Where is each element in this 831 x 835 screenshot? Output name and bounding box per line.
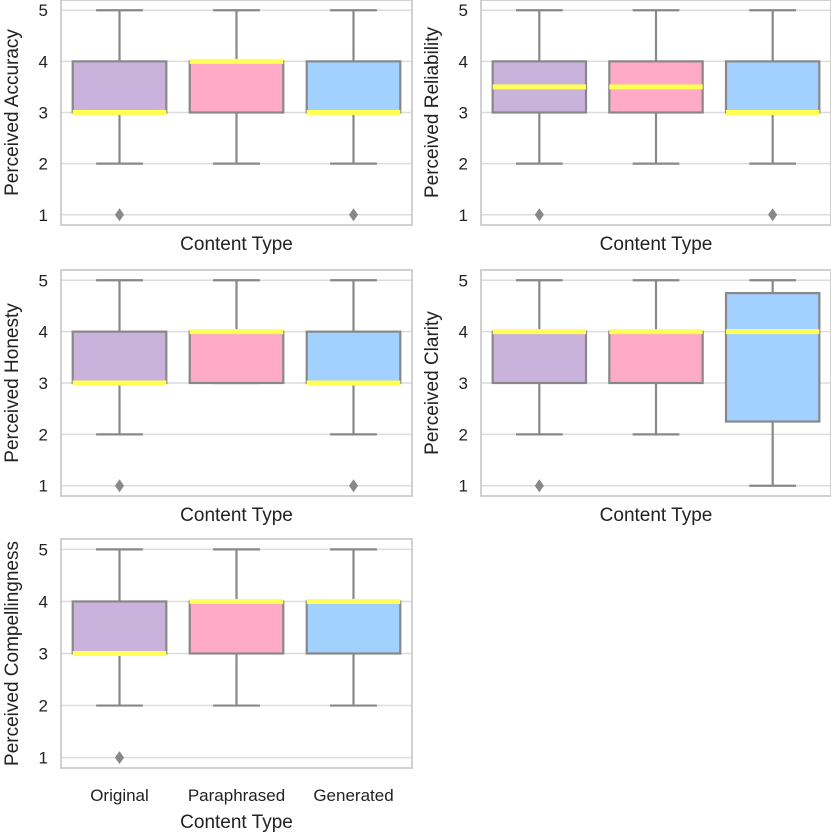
y-tick-label: 5 bbox=[459, 271, 468, 290]
box-iqr bbox=[71, 330, 168, 385]
box-generated bbox=[305, 548, 402, 707]
y-tick-label: 5 bbox=[39, 1, 48, 20]
y-tick-label: 5 bbox=[459, 1, 468, 20]
box-paraphrased bbox=[608, 9, 704, 165]
axes-frame bbox=[480, 269, 831, 497]
box-iqr bbox=[491, 330, 588, 385]
y-tick-label: 3 bbox=[39, 104, 48, 123]
box-iqr bbox=[305, 600, 402, 655]
box-original bbox=[491, 279, 588, 493]
y-axis-label: Perceived Honesty bbox=[2, 303, 23, 463]
outlier-marker bbox=[348, 208, 359, 222]
y-tick-label: 3 bbox=[459, 374, 468, 393]
box-iqr bbox=[724, 60, 821, 114]
axes-frame bbox=[60, 269, 413, 497]
box-iqr bbox=[71, 60, 168, 114]
axes-frame bbox=[60, 0, 413, 226]
x-axis-label: Content Type bbox=[180, 812, 293, 833]
y-tick-label: 4 bbox=[39, 323, 48, 342]
axes-frame bbox=[480, 0, 831, 226]
box-original bbox=[71, 279, 168, 493]
panel-2: 1 2 3 4 5 Perceived Reliability Content Type bbox=[422, 0, 831, 255]
y-tick-label: 5 bbox=[39, 271, 48, 290]
box-paraphrased bbox=[188, 279, 285, 385]
x-axis-label: Content Type bbox=[180, 505, 293, 526]
y-tick-label: 1 bbox=[39, 206, 48, 225]
y-tick-label: 5 bbox=[39, 540, 48, 559]
y-tick-label: 2 bbox=[39, 155, 48, 174]
outlier-marker bbox=[534, 208, 544, 222]
y-tick-label: 2 bbox=[459, 155, 468, 174]
outlier-marker bbox=[114, 479, 125, 493]
x-axis-label: Content Type bbox=[600, 234, 713, 255]
y-tick-label: 1 bbox=[459, 477, 468, 496]
box-generated bbox=[724, 279, 821, 487]
box-iqr bbox=[188, 330, 285, 385]
x-tick-label: Generated bbox=[313, 786, 393, 805]
axes-frame bbox=[60, 538, 413, 769]
y-tick-label: 2 bbox=[459, 425, 468, 444]
box-paraphrased bbox=[188, 548, 285, 707]
box-iqr bbox=[724, 292, 821, 423]
y-tick-label: 3 bbox=[459, 104, 468, 123]
box-generated bbox=[305, 9, 402, 222]
y-tick-label: 1 bbox=[39, 477, 48, 496]
panel-1: 1 2 3 4 5 Perceived Accuracy Content Type bbox=[2, 0, 413, 255]
y-axis-label: Perceived Reliability bbox=[422, 26, 443, 198]
y-tick-label: 2 bbox=[39, 425, 48, 444]
y-axis-label: Perceived Compellingness bbox=[2, 541, 23, 766]
box-paraphrased bbox=[188, 9, 285, 165]
x-tick-label: Original bbox=[90, 786, 149, 805]
y-tick-label: 4 bbox=[39, 52, 48, 71]
box-original bbox=[71, 9, 168, 222]
box-iqr bbox=[71, 600, 168, 655]
box-iqr bbox=[188, 600, 285, 655]
box-iqr bbox=[305, 330, 402, 385]
y-tick-label: 2 bbox=[39, 697, 48, 716]
panel-5: 1 2 3 4 5 Perceived Compellingness Original Par… bbox=[2, 538, 413, 833]
box-paraphrased bbox=[608, 279, 704, 436]
y-axis-label: Perceived Accuracy bbox=[2, 29, 23, 196]
y-tick-label: 1 bbox=[459, 206, 468, 225]
y-tick-label: 3 bbox=[39, 645, 48, 664]
outlier-marker bbox=[348, 479, 359, 493]
outlier-marker bbox=[768, 208, 778, 222]
x-tick-label: Paraphrased bbox=[188, 786, 285, 805]
box-generated bbox=[724, 9, 821, 222]
box-iqr bbox=[608, 330, 704, 385]
panel-3: 1 2 3 4 5 Perceived Honesty Content Type bbox=[2, 269, 413, 526]
y-tick-label: 4 bbox=[39, 592, 48, 611]
y-tick-label: 3 bbox=[39, 374, 48, 393]
y-tick-label: 1 bbox=[39, 749, 48, 768]
x-axis-label: Content Type bbox=[600, 505, 713, 526]
y-tick-label: 4 bbox=[459, 52, 468, 71]
box-iqr bbox=[188, 60, 285, 114]
outlier-marker bbox=[114, 751, 125, 765]
outlier-marker bbox=[114, 208, 125, 222]
outlier-marker bbox=[534, 479, 544, 493]
x-axis-label: Content Type bbox=[180, 234, 293, 255]
y-axis-label: Perceived Clarity bbox=[422, 311, 443, 455]
box-original bbox=[71, 548, 168, 765]
box-iqr bbox=[305, 60, 402, 114]
y-tick-label: 4 bbox=[459, 323, 468, 342]
box-original bbox=[491, 9, 588, 222]
box-generated bbox=[305, 279, 402, 493]
panel-4: 1 2 3 4 5 Perceived Clarity Content Type bbox=[422, 269, 831, 526]
